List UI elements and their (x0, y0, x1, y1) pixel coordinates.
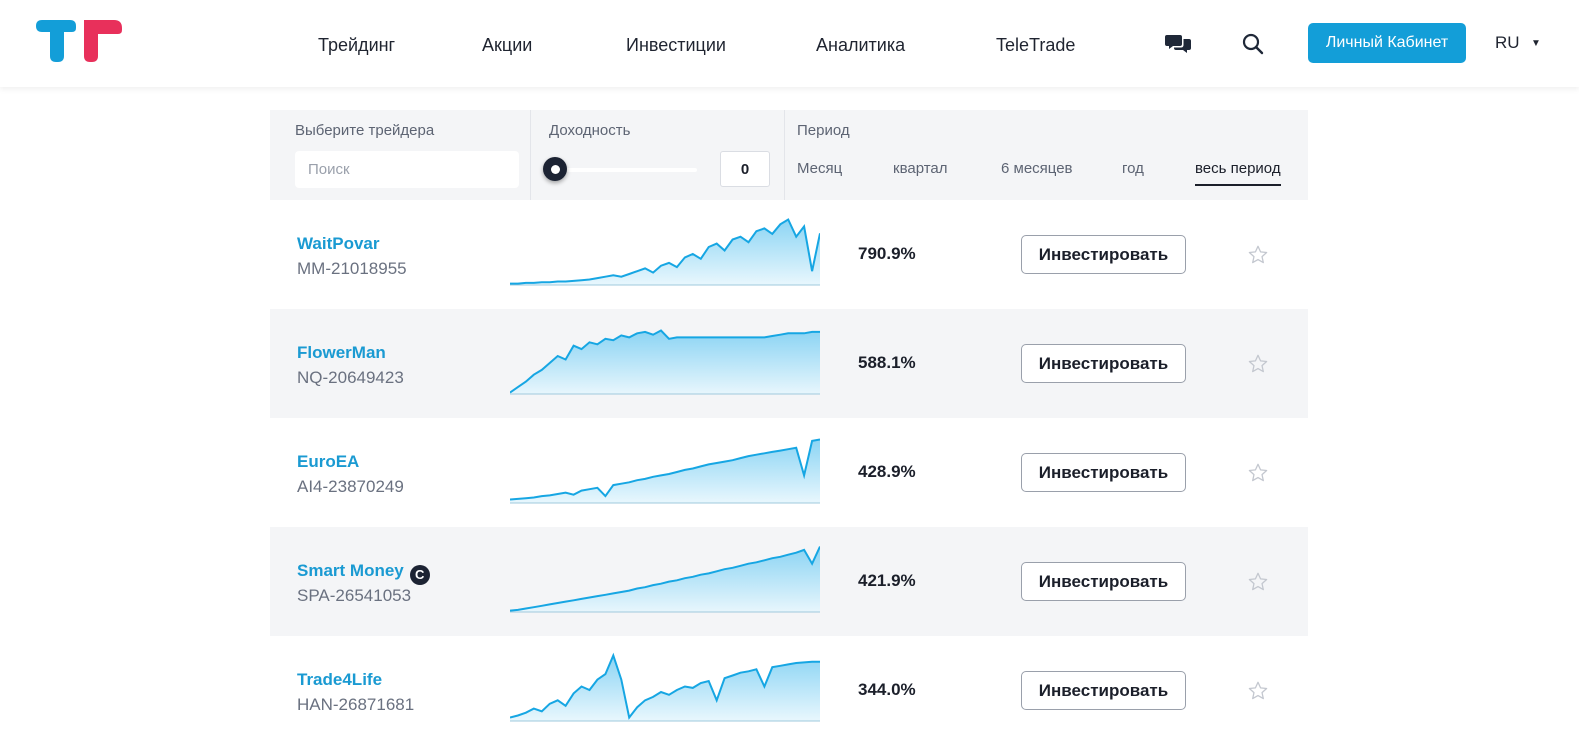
star-icon[interactable] (1247, 244, 1269, 266)
equity-sparkline (510, 438, 820, 504)
trader-search-input[interactable] (295, 151, 519, 188)
trader-account-id: HAN-26871681 (297, 695, 415, 714)
profit-filter-label: Доходность (549, 122, 631, 139)
trader-filter-label: Выберите трейдера (295, 122, 435, 139)
trader-account-id: SPA-26541053 (297, 586, 412, 605)
chevron-down-icon[interactable]: ▼ (1531, 38, 1541, 49)
equity-sparkline (510, 546, 820, 613)
trader-name-link[interactable]: WaitPovar (297, 234, 380, 254)
search-icon[interactable] (1239, 30, 1267, 58)
equity-sparkline (510, 329, 820, 395)
site-header: Трейдинг Акции Инвестиции Аналитика Tele… (0, 0, 1579, 87)
trader-name[interactable]: Trade4Life (297, 670, 383, 689)
trader-name-link[interactable]: EuroEA (297, 452, 359, 472)
trader-return: 790.9% (858, 244, 916, 263)
period-tab-quarter[interactable]: квартал (893, 160, 948, 177)
nav-investments[interactable]: Инвестиции (626, 35, 726, 55)
trader-row: Smart Money C SPA-26541053 421.9% Инвести… (270, 527, 1308, 636)
trader-row: Trade4Life HAN-26871681 344.0% Инвестиро… (270, 636, 1308, 745)
star-icon[interactable] (1247, 353, 1269, 375)
chat-icon[interactable] (1164, 30, 1192, 58)
trader-name-link[interactable]: FlowerMan (297, 343, 386, 363)
star-icon[interactable] (1247, 680, 1269, 702)
trader-account-id: MM-21018955 (297, 259, 407, 278)
trader-return: 421.9% (858, 571, 916, 590)
profit-slider-handle[interactable] (543, 157, 567, 181)
equity-sparkline (510, 652, 820, 722)
star-icon[interactable] (1247, 462, 1269, 484)
divider (784, 110, 785, 200)
trader-return: 588.1% (858, 353, 916, 372)
nav-teletrade[interactable]: TeleTrade (996, 35, 1076, 55)
period-tab-year[interactable]: год (1122, 160, 1144, 177)
trader-name-link[interactable]: Smart Money C (297, 561, 430, 585)
nav-analytics[interactable]: Аналитика (816, 35, 906, 55)
personal-cabinet-button[interactable]: Личный Кабинет (1308, 23, 1466, 63)
trader-name[interactable]: WaitPovar (297, 234, 380, 253)
period-tab-all-time[interactable]: весь период (1195, 160, 1281, 186)
language-select[interactable]: RU (1495, 33, 1520, 52)
period-filter-label: Период (797, 122, 850, 139)
trader-name-link[interactable]: Trade4Life (297, 670, 382, 690)
trader-row: WaitPovar MM-21018955 790.9% Инвестирова… (270, 200, 1308, 309)
invest-button[interactable]: Инвестировать (1021, 671, 1186, 710)
nav-stocks[interactable]: Акции (482, 35, 533, 55)
invest-button[interactable]: Инвестировать (1021, 562, 1186, 601)
trader-name[interactable]: FlowerMan (297, 343, 386, 362)
star-icon[interactable] (1247, 571, 1269, 593)
nav-trading[interactable]: Трейдинг (318, 35, 396, 55)
teletrade-logo[interactable] (36, 20, 122, 62)
invest-button[interactable]: Инвестировать (1021, 344, 1186, 383)
profit-filter: Доходность 0 (531, 110, 784, 200)
invest-button[interactable]: Инвестировать (1021, 235, 1186, 274)
trader-account-id: AI4-23870249 (297, 477, 404, 496)
period-tab-month[interactable]: Месяц (797, 160, 843, 177)
profit-value-input[interactable]: 0 (720, 151, 770, 187)
filter-panel: Выберите трейдера Доходность 0 Период Ме… (270, 110, 1308, 200)
trader-return: 344.0% (858, 680, 916, 699)
trader-account-id: NQ-20649423 (297, 368, 404, 387)
invest-button[interactable]: Инвестировать (1021, 453, 1186, 492)
period-filter: Период Месяц квартал 6 месяцев год весь … (785, 110, 1308, 200)
equity-sparkline (510, 218, 820, 286)
period-tab-6-months[interactable]: 6 месяцев (1001, 160, 1073, 177)
trader-filter: Выберите трейдера (270, 110, 528, 200)
profit-slider-track[interactable] (549, 168, 697, 172)
trader-row: FlowerMan NQ-20649423 588.1% Инвестирова… (270, 309, 1308, 418)
trader-return: 428.9% (858, 462, 916, 481)
trader-name[interactable]: Smart Money (297, 561, 404, 580)
copyright-badge-icon: C (409, 564, 430, 585)
trader-row: EuroEA AI4-23870249 428.9% Инвестировать (270, 418, 1308, 527)
trader-name[interactable]: EuroEA (297, 452, 360, 471)
divider (530, 110, 531, 200)
